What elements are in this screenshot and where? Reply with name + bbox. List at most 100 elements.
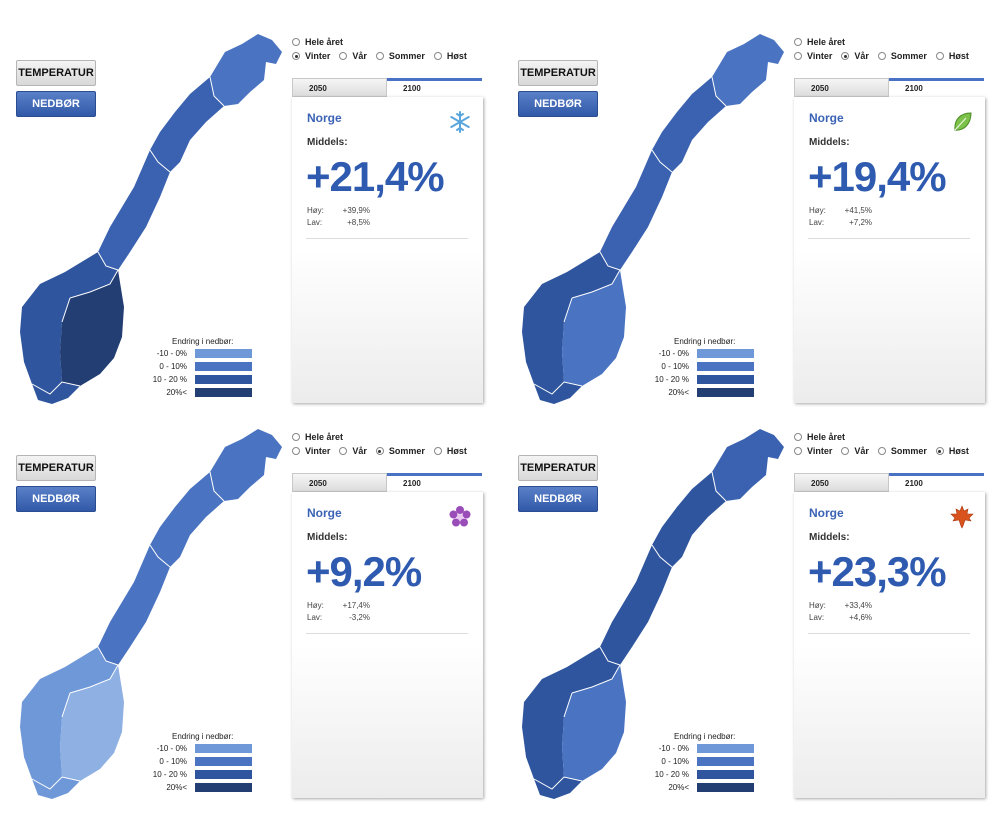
maple-leaf-icon [950,505,974,529]
legend-label: 10 - 20 % [654,375,689,384]
map-region-east[interactable] [60,665,124,781]
map-region-west[interactable] [522,252,620,394]
map-region-south[interactable] [32,777,80,799]
radio-circle-icon[interactable] [935,447,944,455]
map-region-east[interactable] [562,665,626,781]
radio-hele-aret[interactable]: Hele året [292,37,343,47]
tab-2100[interactable]: 2100 [387,473,482,492]
divider [306,633,468,634]
map-region-north[interactable] [712,429,784,501]
map-region-nordland[interactable] [652,472,726,567]
radio-hele-aret[interactable]: Hele året [794,432,845,442]
radio-circle-icon[interactable] [339,447,348,455]
radio-hele-aret[interactable]: Hele året [292,432,343,442]
tab-2100[interactable]: 2100 [387,78,482,97]
map-region-north[interactable] [210,429,282,501]
radio-sommer[interactable]: Sommer [375,51,425,61]
year-tabs: 2050 2100 [292,78,483,97]
map-region-trondelag[interactable] [600,545,672,665]
map-region-west[interactable] [522,647,620,789]
radio-circle-icon[interactable] [339,52,348,60]
map-region-north[interactable] [712,34,784,106]
radio-sommer[interactable]: Sommer [877,446,927,456]
radio-circle-icon[interactable] [794,38,802,46]
precipitation-button[interactable]: NEDBØR [518,486,598,512]
radio-host[interactable]: Høst [935,446,969,456]
legend-title: Endring i nedbør: [674,337,736,346]
tab-2100[interactable]: 2100 [889,78,984,97]
precipitation-button[interactable]: NEDBØR [16,91,96,117]
map-region-west[interactable] [20,252,118,394]
radio-sommer[interactable]: Sommer [877,51,927,61]
radio-var[interactable]: Vår [841,51,869,61]
radio-circle-icon[interactable] [794,52,802,60]
radio-var[interactable]: Vår [841,446,869,456]
radio-circle-icon[interactable] [877,447,886,455]
legend-swatch [195,349,252,358]
norway-map[interactable] [10,417,290,802]
radio-vinter[interactable]: Vinter [794,51,832,61]
radio-row-1: Hele året [794,430,978,444]
norway-map[interactable] [512,22,792,407]
temperature-button[interactable]: TEMPERATUR [518,60,598,86]
radio-circle-icon[interactable] [877,52,886,60]
radio-host[interactable]: Høst [433,446,467,456]
radio-circle-icon[interactable] [433,52,442,60]
legend-title: Endring i nedbør: [172,732,234,741]
map-region-south[interactable] [32,382,80,404]
norway-map[interactable] [512,417,792,802]
map-region-nordland[interactable] [150,77,224,172]
tab-2050[interactable]: 2050 [292,78,387,97]
map-region-west[interactable] [20,647,118,789]
radio-label: Hele året [305,37,344,47]
map-region-trondelag[interactable] [98,545,170,665]
county-borders [533,471,727,790]
legend-label: 20%< [166,388,187,397]
radio-circle-icon[interactable] [794,433,802,441]
tab-2100[interactable]: 2100 [889,473,984,492]
tab-2050[interactable]: 2050 [794,473,889,492]
precipitation-button[interactable]: NEDBØR [16,486,96,512]
map-region-south[interactable] [534,777,582,799]
map-region-nordland[interactable] [652,77,726,172]
radio-circle-icon[interactable] [375,52,384,60]
radio-circle-icon[interactable] [794,447,802,455]
radio-host[interactable]: Høst [935,51,969,61]
radio-circle-icon[interactable] [841,447,850,455]
temperature-button[interactable]: TEMPERATUR [16,60,96,86]
norway-map[interactable] [10,22,290,407]
radio-circle-icon[interactable] [841,52,850,60]
radio-sommer[interactable]: Sommer [375,446,425,456]
radio-hele-aret[interactable]: Hele året [794,37,845,47]
radio-vinter[interactable]: Vinter [794,446,832,456]
radio-circle-icon[interactable] [935,52,944,60]
map-region-nordland[interactable] [150,472,224,567]
low-value: +4,6% [849,613,872,622]
temperature-button[interactable]: TEMPERATUR [518,455,598,481]
radio-circle-icon[interactable] [292,447,300,455]
radio-circle-icon[interactable] [292,38,300,46]
radio-var[interactable]: Vår [339,446,367,456]
radio-vinter[interactable]: Vinter [292,51,330,61]
temperature-button[interactable]: TEMPERATUR [16,455,96,481]
radio-circle-icon[interactable] [375,447,384,455]
map-region-trondelag[interactable] [98,150,170,270]
map-region-east[interactable] [562,270,626,386]
radio-label: Sommer [890,446,927,456]
map-region-north[interactable] [210,34,282,106]
radio-var[interactable]: Vår [339,51,367,61]
radio-host[interactable]: Høst [433,51,467,61]
legend-swatch [697,770,754,779]
radio-circle-icon[interactable] [292,433,300,441]
radio-circle-icon[interactable] [292,52,300,60]
radio-row-1: Hele året [794,35,978,49]
radio-vinter[interactable]: Vinter [292,446,330,456]
tab-2050[interactable]: 2050 [292,473,387,492]
map-region-south[interactable] [534,382,582,404]
legend-label: -10 - 0% [156,349,187,358]
map-region-trondelag[interactable] [600,150,672,270]
map-region-east[interactable] [60,270,124,386]
radio-circle-icon[interactable] [433,447,442,455]
precipitation-button[interactable]: NEDBØR [518,91,598,117]
tab-2050[interactable]: 2050 [794,78,889,97]
